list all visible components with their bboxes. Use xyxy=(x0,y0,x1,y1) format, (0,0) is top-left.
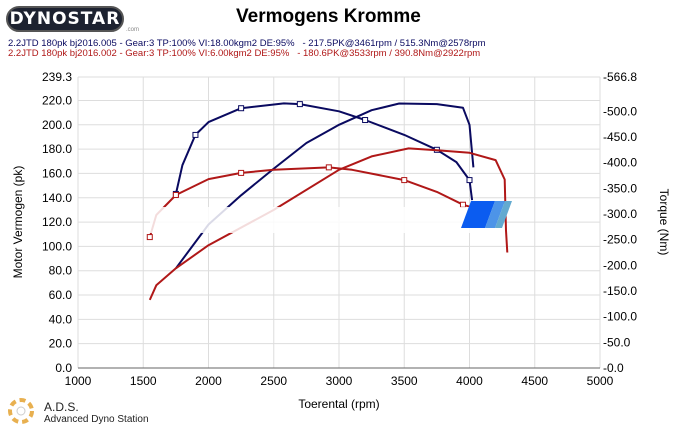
ads-logo-icon xyxy=(8,398,34,424)
y2-tick-label: -566.8 xyxy=(603,70,637,84)
data-point-marker xyxy=(238,105,245,112)
y2-tick-label: -350.0 xyxy=(603,181,637,195)
data-point-marker xyxy=(172,191,179,198)
x-tick-label: 1000 xyxy=(65,374,92,388)
series-line-1 xyxy=(174,102,474,201)
x-tick-label: 3500 xyxy=(391,374,418,388)
legend-run-005: 2.2JTD 180pk bj2016.005 - Gear:3 TP:100%… xyxy=(8,38,486,49)
x-axis-label: Toerental (rpm) xyxy=(298,397,379,411)
x-tick-label: 1500 xyxy=(130,374,157,388)
y2-tick-label: -150.0 xyxy=(603,284,637,298)
y2-tick-label: -450.0 xyxy=(603,130,637,144)
data-point-marker xyxy=(146,234,153,241)
x-tick-label: 4000 xyxy=(456,374,483,388)
y-tick-label: 120.0 xyxy=(42,215,72,229)
data-point-marker xyxy=(192,131,199,138)
series-line-0 xyxy=(175,102,475,269)
y-tick-label: 20.0 xyxy=(49,337,73,351)
overlay-band xyxy=(150,207,470,233)
dynostar-logo: DYNOSTAR xyxy=(6,6,124,32)
x-tick-label: 4500 xyxy=(521,374,548,388)
data-point-marker xyxy=(459,201,466,208)
logo-suffix: .com xyxy=(126,27,140,33)
data-point-marker xyxy=(466,177,473,184)
y2-tick-label: -0.0 xyxy=(603,361,624,375)
legend-run-002: 2.2JTD 180pk bj2016.002 - Gear:3 TP:100%… xyxy=(8,48,481,59)
ads-brand: A.D.S. xyxy=(44,400,79,414)
y2-tick-label: -50.0 xyxy=(603,335,631,349)
x-tick-label: 2000 xyxy=(195,374,222,388)
y-tick-label: 180.0 xyxy=(42,142,72,156)
y-tick-label: 0.0 xyxy=(55,361,72,375)
x-tick-label: 2500 xyxy=(260,374,287,388)
y2-axis-label: Torque (Nm) xyxy=(657,189,671,256)
series-line-3 xyxy=(148,166,474,238)
data-point-marker xyxy=(401,177,408,184)
y2-tick-label: -100.0 xyxy=(603,310,637,324)
data-point-marker xyxy=(296,101,303,108)
y2-tick-label: -200.0 xyxy=(603,258,637,272)
data-point-marker xyxy=(325,164,332,171)
y-tick-label: 40.0 xyxy=(49,312,73,326)
y2-tick-label: -250.0 xyxy=(603,233,637,247)
y-tick-label: 60.0 xyxy=(49,288,73,302)
y-axis-label: Motor Vermogen (pk) xyxy=(11,166,25,279)
y-tick-label: 160.0 xyxy=(42,166,72,180)
y-tick-label: 100.0 xyxy=(42,239,72,253)
y2-tick-label: -500.0 xyxy=(603,104,637,118)
y-tick-label: 239.3 xyxy=(42,70,72,84)
y-tick-label: 220.0 xyxy=(42,93,72,107)
ads-brand-full: Advanced Dyno Station xyxy=(44,414,149,425)
series-line-2 xyxy=(148,147,509,301)
x-tick-label: 5000 xyxy=(587,374,614,388)
x-tick-label: 3000 xyxy=(326,374,353,388)
y2-tick-label: -400.0 xyxy=(603,156,637,170)
chart-title: Vermogens Kromme xyxy=(236,6,421,27)
y-tick-label: 80.0 xyxy=(49,264,73,278)
y2-tick-label: -300.0 xyxy=(603,207,637,221)
data-point-marker xyxy=(238,169,245,176)
data-point-marker xyxy=(362,117,369,124)
overlay-shape xyxy=(485,201,505,228)
overlay-shape xyxy=(495,201,512,228)
y-tick-label: 140.0 xyxy=(42,191,72,205)
y-tick-label: 200.0 xyxy=(42,118,72,132)
overlay-shape xyxy=(461,201,495,228)
